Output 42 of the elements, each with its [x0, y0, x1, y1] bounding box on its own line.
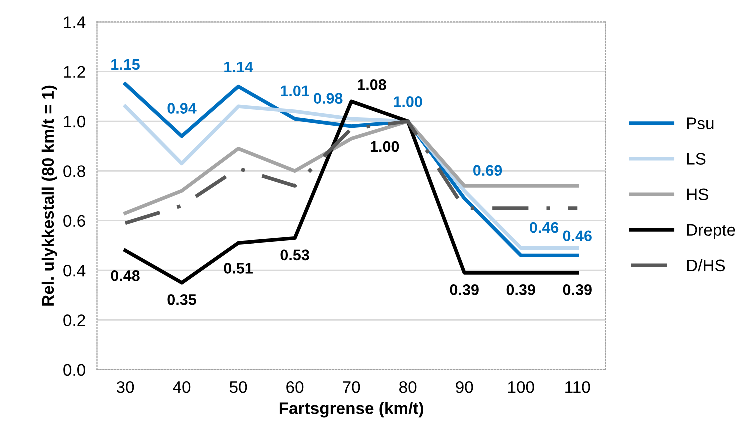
- y-tick-label: 1.2: [64, 66, 86, 78]
- legend-label: Psu: [687, 118, 714, 130]
- x-tick-label: 40: [173, 381, 191, 394]
- data-label: 1.08: [358, 79, 386, 90]
- y-tick-label: 1.4: [64, 16, 86, 28]
- legend-label: D/HS: [687, 259, 726, 272]
- data-label: 1.00: [370, 141, 400, 152]
- data-label: 1.15: [112, 59, 140, 70]
- data-label: 0.94: [168, 103, 197, 114]
- x-tick-label: 50: [230, 381, 248, 394]
- y-tick-label: 0.4: [64, 264, 86, 277]
- y-tick-label: 0.2: [64, 314, 86, 326]
- data-label: 1.00: [394, 96, 422, 108]
- data-label: 0.39: [506, 284, 536, 296]
- x-axis-title: Fartsgrense (km/t): [280, 402, 424, 418]
- data-label: 0.39: [563, 284, 592, 296]
- data-label: 0.35: [168, 294, 196, 306]
- legend-label: LS: [687, 153, 706, 165]
- data-label: 0.69: [474, 165, 502, 176]
- legend-label: HS: [687, 188, 708, 200]
- y-tick-label: 0.8: [64, 166, 86, 178]
- x-tick-label: 30: [116, 381, 134, 394]
- y-tick-label: 0.6: [64, 215, 86, 228]
- data-label: 0.39: [450, 284, 479, 296]
- data-label: 1.01: [281, 86, 310, 97]
- data-label: 1.14: [224, 62, 254, 72]
- data-label: 0.51: [224, 263, 253, 274]
- y-tick-label: 1.0: [64, 116, 86, 128]
- data-label: 0.48: [111, 270, 140, 282]
- y-tick-label: 0.0: [64, 364, 86, 376]
- data-label: 0.46: [530, 222, 559, 234]
- x-tick-label: 60: [286, 381, 304, 394]
- legend-label: Drepte: [687, 224, 736, 240]
- x-tick-label: 110: [566, 381, 590, 394]
- data-label: 0.98: [314, 93, 343, 104]
- x-tick-label: 80: [400, 381, 417, 394]
- data-label: 0.46: [563, 230, 592, 242]
- x-tick-label: 100: [508, 381, 534, 394]
- data-label: 0.53: [280, 250, 310, 261]
- x-tick-label: 70: [343, 381, 360, 394]
- y-axis-title: Rel. ulykkestall (80 km/t = 1): [42, 86, 58, 306]
- x-tick-label: 90: [456, 381, 474, 394]
